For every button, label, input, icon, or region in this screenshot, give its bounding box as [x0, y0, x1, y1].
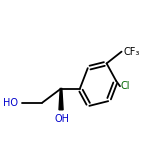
Text: OH: OH	[54, 114, 69, 124]
Text: HO: HO	[3, 98, 18, 108]
Text: CF₃: CF₃	[124, 47, 140, 57]
Text: Cl: Cl	[121, 81, 130, 91]
Polygon shape	[59, 89, 63, 110]
